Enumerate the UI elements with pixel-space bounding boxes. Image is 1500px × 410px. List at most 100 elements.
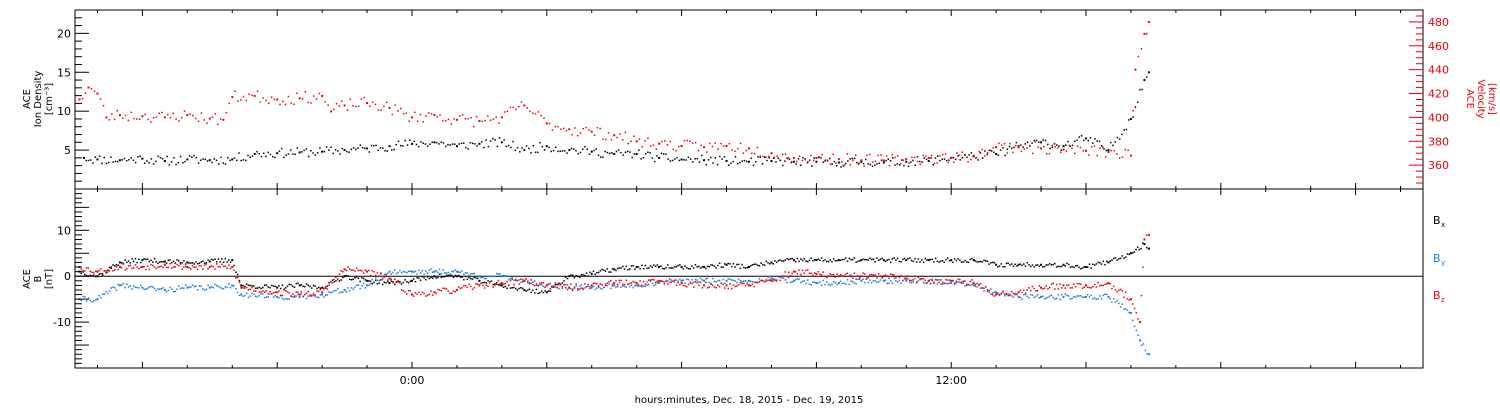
density-dot	[271, 155, 274, 158]
bx-dot	[851, 258, 854, 261]
density-dot	[611, 152, 613, 154]
bx-dot	[454, 274, 456, 277]
bx-dot	[717, 264, 719, 267]
bx-dot	[755, 263, 757, 266]
velocity-dot	[1102, 146, 1104, 149]
density-dot	[348, 151, 350, 153]
by-dot	[1007, 293, 1009, 295]
by-dot	[710, 282, 712, 285]
density-dot	[986, 153, 988, 156]
velocity-dot	[150, 121, 152, 123]
bx-dot	[324, 287, 327, 289]
by-dot	[753, 281, 755, 283]
bx-dot	[1014, 263, 1016, 266]
bz-dot	[174, 266, 176, 268]
bx-dot	[926, 259, 928, 261]
velocity-dot	[967, 161, 969, 163]
bx-dot	[886, 259, 889, 261]
by-dot	[966, 283, 968, 285]
density-dot	[842, 165, 845, 167]
bx-dot	[288, 283, 291, 286]
density-dot	[1042, 139, 1045, 141]
bz-dot	[1057, 288, 1060, 290]
bx-dot	[1095, 263, 1098, 265]
bz-dot	[670, 281, 672, 283]
by-dot	[931, 278, 933, 280]
by-dot	[1035, 295, 1037, 298]
velocity-dot	[324, 101, 326, 103]
density-dot	[1031, 142, 1033, 144]
velocity-dot	[739, 142, 742, 145]
density-dot	[213, 158, 216, 160]
by-dot	[623, 285, 626, 288]
density-dot	[781, 164, 784, 167]
bx-dot	[570, 274, 572, 276]
bx-dot	[190, 262, 192, 264]
density-dot	[514, 149, 517, 152]
bz-point	[388, 277, 391, 280]
bz-dot	[727, 287, 730, 290]
density-dot	[844, 162, 847, 165]
bz-dot	[724, 287, 726, 289]
bx-dot	[84, 273, 86, 276]
bx-dot	[694, 264, 697, 266]
bx-dot	[390, 280, 393, 282]
by-dot	[274, 294, 277, 297]
bz-dot	[953, 283, 956, 285]
velocity-dot	[588, 129, 590, 131]
density-dot	[334, 148, 337, 151]
bx-dot	[464, 275, 467, 278]
by-series	[78, 268, 1150, 356]
bz-dot	[597, 285, 600, 287]
by-dot	[528, 281, 531, 284]
bx-dot	[1078, 266, 1080, 269]
bz-dot	[421, 291, 424, 294]
by-dot	[1028, 297, 1030, 299]
by-dot	[233, 285, 235, 287]
velocity-dot	[158, 112, 160, 115]
velocity-dot	[108, 119, 110, 121]
bz-dot	[637, 285, 640, 287]
density-dot	[150, 158, 153, 160]
bx-dot	[1131, 252, 1134, 254]
velocity-dot	[776, 155, 778, 157]
bx-dot	[380, 279, 382, 281]
velocity-point	[635, 140, 638, 143]
bz-dot	[215, 263, 218, 265]
velocity-dot	[307, 101, 309, 104]
density-dot	[240, 159, 243, 162]
bx-dot	[713, 265, 716, 268]
density-dot	[876, 163, 878, 165]
velocity-dot	[1037, 146, 1040, 148]
density-point	[613, 152, 616, 155]
density-dot	[647, 151, 649, 153]
bz-dot	[333, 278, 335, 281]
bx-dot	[967, 261, 970, 264]
by-dot	[1048, 295, 1051, 297]
density-dot	[260, 155, 263, 158]
bz-dot	[924, 279, 927, 282]
legend-bz: B z	[1433, 289, 1445, 304]
density-dot	[712, 162, 714, 164]
by-point	[1129, 311, 1132, 314]
bx-dot	[314, 285, 316, 287]
bx-dot	[331, 279, 334, 281]
bx-dot	[1081, 267, 1084, 269]
bz-dot	[646, 284, 648, 286]
by-point	[118, 284, 121, 287]
bz-dot	[668, 278, 671, 280]
bx-dot	[730, 265, 733, 268]
bx-dot	[200, 261, 202, 263]
bz-dot	[222, 265, 225, 268]
density-dot	[954, 158, 957, 161]
density-dot	[617, 149, 620, 151]
bz-dot	[207, 268, 209, 270]
bz-point	[995, 293, 998, 296]
by-dot	[177, 285, 180, 287]
bx-dot	[430, 276, 432, 279]
by-dot	[357, 284, 360, 286]
bx-dot	[689, 268, 691, 270]
bz-dot	[400, 289, 403, 291]
density-dot	[977, 159, 979, 161]
by-point	[1147, 353, 1150, 356]
